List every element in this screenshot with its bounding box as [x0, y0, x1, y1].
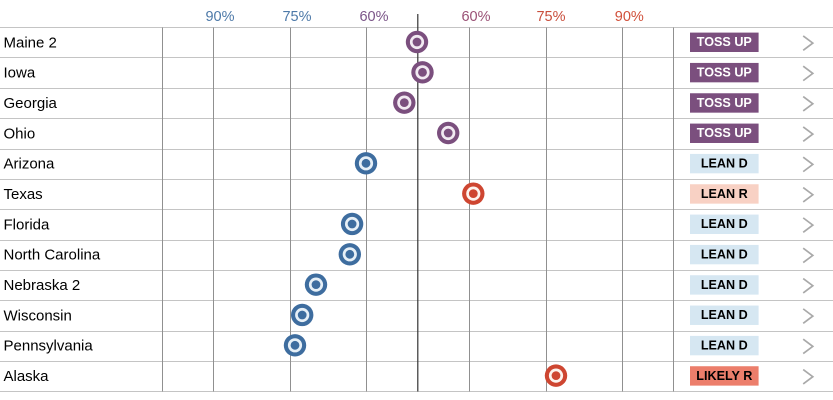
svg-text:Florida: Florida	[4, 216, 51, 233]
svg-text:Georgia: Georgia	[4, 95, 58, 112]
svg-text:TOSS UP: TOSS UP	[697, 35, 752, 49]
svg-text:North Carolina: North Carolina	[4, 247, 101, 264]
svg-text:Alaska: Alaska	[4, 368, 50, 385]
svg-text:LEAN R: LEAN R	[701, 187, 748, 201]
svg-text:Arizona: Arizona	[4, 156, 56, 173]
svg-text:Iowa: Iowa	[4, 65, 36, 82]
svg-text:Maine 2: Maine 2	[4, 34, 57, 51]
svg-text:TOSS UP: TOSS UP	[697, 66, 752, 80]
svg-text:75%: 75%	[536, 9, 565, 25]
svg-text:90%: 90%	[615, 9, 644, 25]
svg-text:Nebraska 2: Nebraska 2	[4, 277, 81, 294]
svg-text:60%: 60%	[359, 9, 388, 25]
svg-text:LEAN D: LEAN D	[701, 217, 748, 231]
svg-text:Wisconsin: Wisconsin	[4, 307, 72, 324]
svg-text:Texas: Texas	[4, 186, 43, 203]
svg-text:LIKELY R: LIKELY R	[696, 369, 752, 383]
svg-text:LEAN D: LEAN D	[701, 278, 748, 292]
svg-text:LEAN D: LEAN D	[701, 248, 748, 262]
svg-text:TOSS UP: TOSS UP	[697, 126, 752, 140]
svg-text:90%: 90%	[205, 9, 234, 25]
svg-text:Ohio: Ohio	[4, 125, 36, 142]
svg-text:60%: 60%	[461, 9, 490, 25]
svg-text:Pennsylvania: Pennsylvania	[4, 338, 94, 355]
svg-text:LEAN D: LEAN D	[701, 339, 748, 353]
svg-text:TOSS UP: TOSS UP	[697, 96, 752, 110]
svg-text:75%: 75%	[282, 9, 311, 25]
svg-text:LEAN D: LEAN D	[701, 157, 748, 171]
svg-text:LEAN D: LEAN D	[701, 308, 748, 322]
